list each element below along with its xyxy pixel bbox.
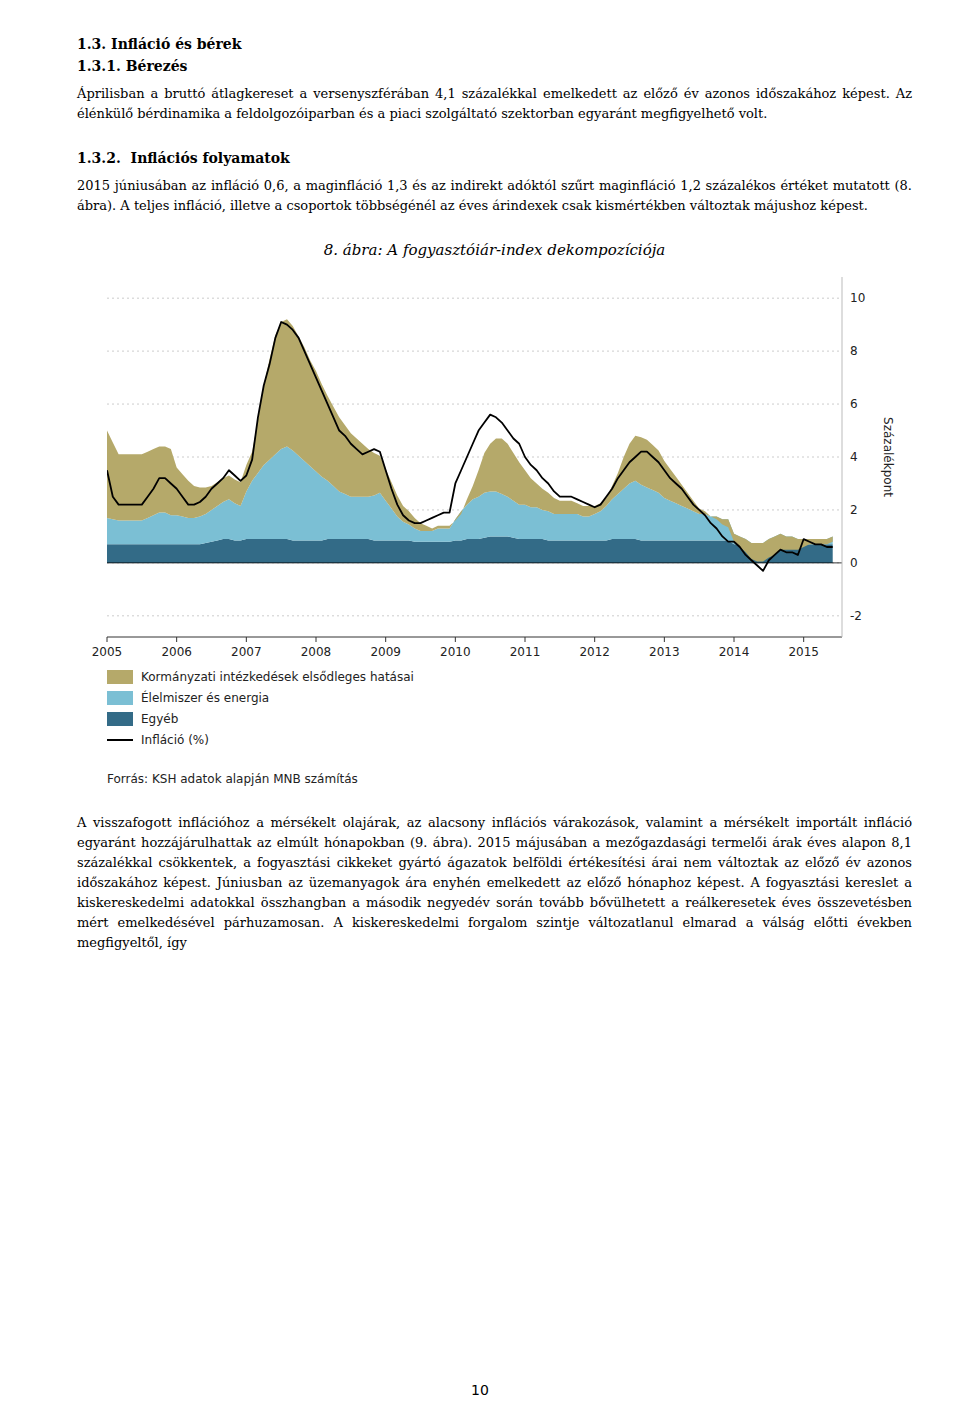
x-tick-label: 2005 [92, 645, 123, 659]
page: 1.3. Infláció és bérek 1.3.1. Bérezés Ápri… [0, 0, 960, 1424]
content: 1.3. Infláció és bérek 1.3.1. Bérezés Ápri… [77, 36, 912, 970]
line [107, 322, 833, 571]
x-tick-label: 2008 [301, 645, 332, 659]
zero-line [107, 562, 842, 563]
plot-area [107, 319, 842, 570]
page-number: 10 [0, 1382, 960, 1398]
x-tick [734, 637, 735, 642]
grid-line [107, 297, 842, 298]
x-tick-label: 2010 [440, 645, 471, 659]
legend-item: Egyéb [107, 712, 178, 726]
legend-item: Élelmiszer és energia [107, 690, 269, 705]
source: Forrás: KSH adatok alapján MNB számítás [107, 772, 358, 786]
x-tick [594, 637, 595, 642]
x-tick-label: 2009 [370, 645, 401, 659]
y-tick-label: 10 [850, 291, 865, 305]
y-tick-label: 8 [850, 344, 858, 358]
x-tick-label: 2012 [579, 645, 610, 659]
legend-item: Kormányzati intézkedések elsődleges hatá… [107, 670, 414, 684]
x-tick-label: 2011 [510, 645, 541, 659]
y-tick-label: 0 [850, 555, 858, 569]
y-axis-line [842, 277, 843, 637]
legend: Kormányzati intézkedések elsődleges hatá… [107, 670, 414, 747]
legend-label: Egyéb [141, 712, 178, 726]
heading: 1.3.2. Inflációs folyamatok [77, 150, 912, 166]
x-tick-label: 2014 [719, 645, 750, 659]
legend-swatch [107, 712, 133, 726]
legend-swatch [107, 739, 133, 741]
y-axis-label: Százalékpont [881, 417, 895, 497]
y-tick-label: -2 [850, 608, 862, 622]
x-tick [525, 637, 526, 642]
grid-line [107, 456, 842, 457]
heading: 1.3. Infláció és bérek [77, 36, 912, 52]
chart-title: 8. ábra: A fogyasztóiár-index dekompozíc… [324, 241, 666, 259]
area [107, 319, 833, 561]
x-tick-label: 2015 [788, 645, 819, 659]
grid [107, 298, 842, 616]
chart: 8. ábra: A fogyasztóiár-index dekompozíc… [77, 233, 912, 803]
paragraph: 2015 júniusában az infláció 0,6, a magin… [77, 176, 912, 216]
legend-label: Kormányzati intézkedések elsődleges hatá… [141, 670, 414, 684]
y-tick-label: 2 [850, 503, 858, 517]
legend-label: Infláció (%) [141, 733, 209, 747]
legend-label: Élelmiszer és energia [141, 690, 269, 705]
spacer [77, 140, 912, 150]
legend-swatch [107, 670, 133, 684]
x-tick [246, 637, 247, 642]
y-tick-label: 4 [850, 450, 858, 464]
legend-swatch [107, 691, 133, 705]
grid-line [107, 562, 842, 563]
x-tick-label: 2007 [231, 645, 262, 659]
paragraph: A visszafogott inflációhoz a mérsékelt o… [77, 813, 912, 954]
x-tick [316, 637, 317, 642]
legend-item: Infláció (%) [107, 733, 209, 747]
x-axis-line [107, 636, 842, 637]
paragraph: Áprilisban a bruttó átlagkereset a verse… [77, 84, 912, 124]
x-tick [664, 637, 665, 642]
heading: 1.3.1. Bérezés [77, 58, 912, 74]
x-tick-label: 2013 [649, 645, 680, 659]
x-tick-label: 2006 [161, 645, 192, 659]
grid-line [107, 615, 842, 616]
x-axis: 2005 2006 2007 2008 2009 2010 2011 2012 2013 2014… [92, 637, 842, 659]
grid-line [107, 403, 842, 404]
y-tick-label: 6 [850, 397, 858, 411]
x-tick [803, 637, 804, 642]
x-tick [107, 637, 108, 642]
grid-line [107, 350, 842, 351]
x-tick [385, 637, 386, 642]
y-axis: -2 0 2 4 6 8 10 Százalékpont [842, 277, 895, 637]
x-tick [455, 637, 456, 642]
x-tick [176, 637, 177, 642]
